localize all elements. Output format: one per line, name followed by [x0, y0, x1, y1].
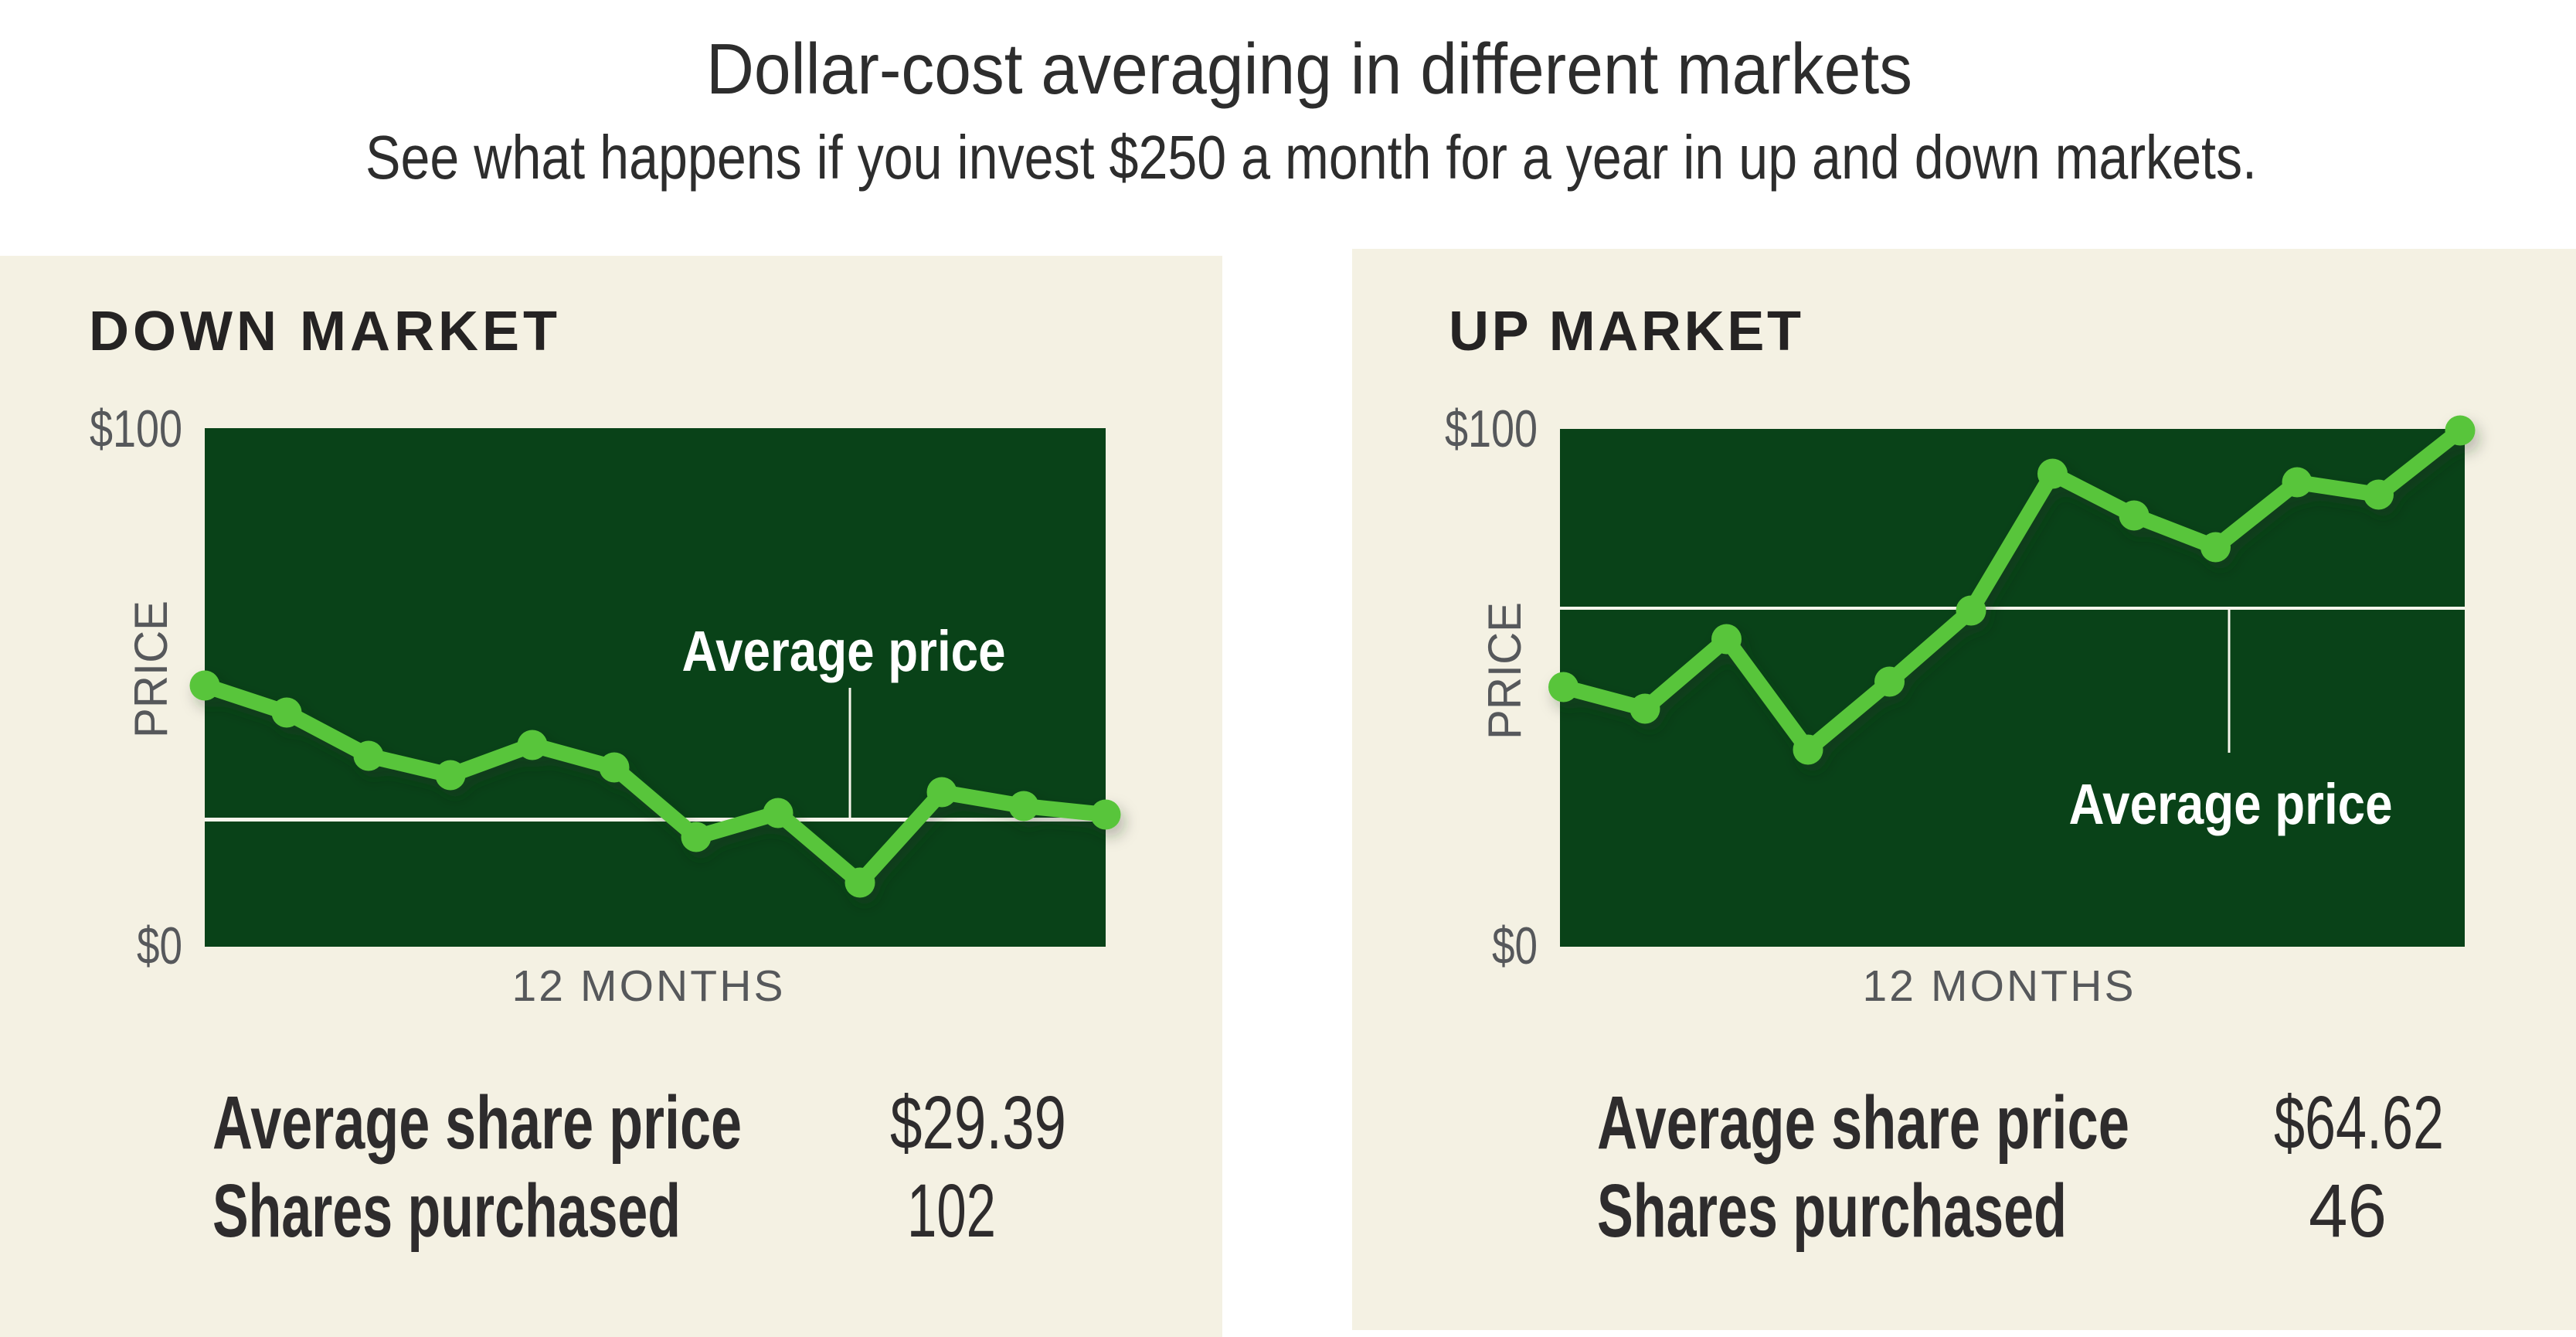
- svg-text:PRICE: PRICE: [1479, 602, 1531, 740]
- svg-text:$0: $0: [137, 917, 182, 975]
- svg-text:See what happens if you invest: See what happens if you invest $250 a mo…: [365, 123, 2257, 192]
- svg-text:102: 102: [907, 1169, 996, 1253]
- svg-text:PRICE: PRICE: [125, 600, 177, 738]
- svg-text:46: 46: [2309, 1169, 2387, 1253]
- svg-text:$0: $0: [1492, 917, 1538, 975]
- svg-text:UP MARKET: UP MARKET: [1449, 301, 1801, 362]
- svg-text:Shares purchased: Shares purchased: [1597, 1169, 2067, 1253]
- svg-text:$29.39: $29.39: [890, 1080, 1066, 1165]
- svg-text:Average price: Average price: [682, 619, 1006, 683]
- svg-text:Average price: Average price: [2069, 772, 2393, 836]
- svg-text:$100: $100: [90, 400, 182, 458]
- svg-text:$64.62: $64.62: [2274, 1080, 2444, 1165]
- svg-text:Average share price: Average share price: [212, 1080, 742, 1165]
- svg-text:12 MONTHS: 12 MONTHS: [1863, 961, 2134, 1011]
- svg-text:DOWN MARKET: DOWN MARKET: [89, 301, 557, 362]
- svg-text:Shares purchased: Shares purchased: [212, 1169, 681, 1253]
- svg-text:12 MONTHS: 12 MONTHS: [512, 961, 783, 1011]
- svg-text:Dollar-cost averaging in diffe: Dollar-cost averaging in different marke…: [706, 29, 1912, 109]
- svg-text:$100: $100: [1445, 400, 1538, 458]
- svg-text:Average share price: Average share price: [1597, 1080, 2129, 1165]
